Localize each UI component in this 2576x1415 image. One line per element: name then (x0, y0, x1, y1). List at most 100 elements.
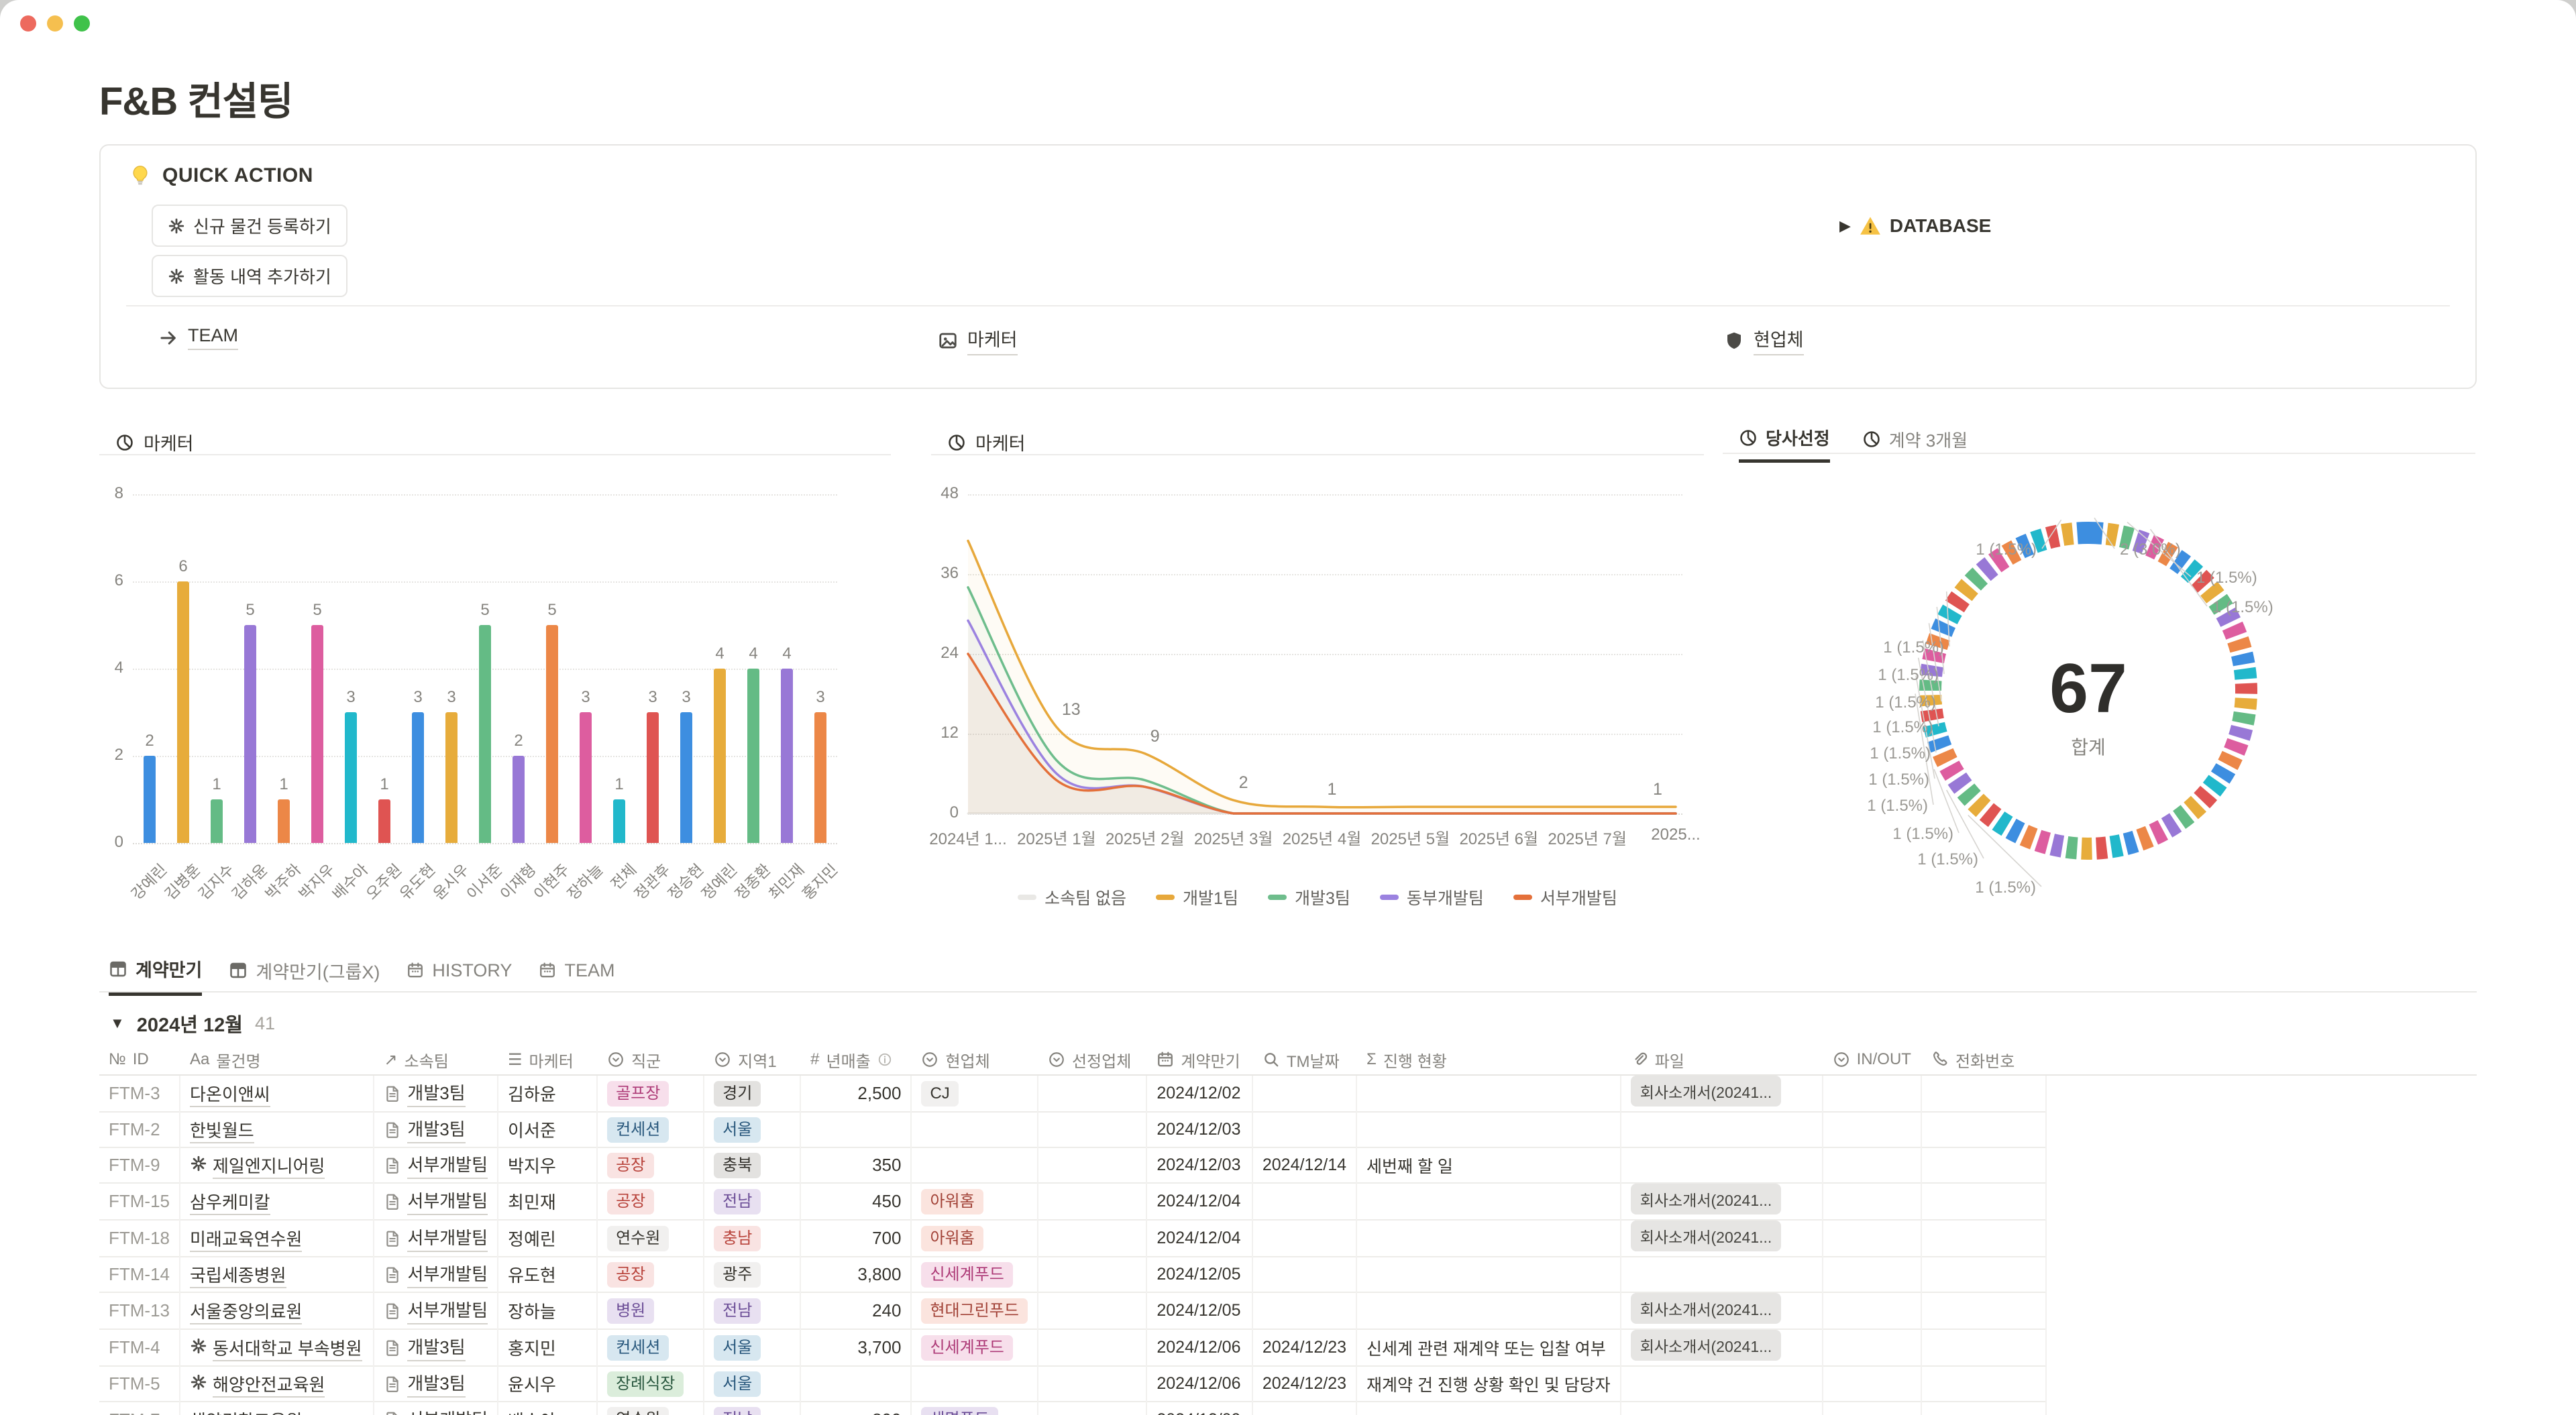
minimize-window-button[interactable] (47, 15, 63, 32)
cell-job[interactable]: 연수원 (597, 1401, 705, 1415)
team-link[interactable]: 개발3팀 (407, 1116, 466, 1143)
file-chip[interactable]: 회사소개서(20241... (1630, 1076, 1782, 1107)
cell-client[interactable] (911, 1147, 1038, 1183)
cell-marketer[interactable]: 정예린 (498, 1219, 598, 1257)
item-name-link[interactable]: 해양경찰교육원 (190, 1410, 303, 1415)
cell-expiry[interactable]: 2024/12/05 (1146, 1292, 1253, 1329)
item-name-link[interactable]: 서울중앙의료원 (190, 1302, 303, 1324)
cell-client[interactable]: 신세계푸드 (911, 1328, 1038, 1366)
column-header-진행 현황[interactable]: Σ 진행 현황 (1356, 1045, 1621, 1076)
item-name-link[interactable]: 미래교육연수원 (190, 1229, 303, 1252)
cell-job[interactable]: 컨세션 (597, 1328, 705, 1366)
zoom-window-button[interactable] (74, 15, 90, 32)
column-header-ID[interactable]: № ID (99, 1045, 180, 1076)
cell-inout[interactable] (1822, 1365, 1922, 1402)
cell-phone[interactable] (1921, 1365, 2047, 1402)
cell-revenue[interactable] (800, 1365, 912, 1402)
team-link[interactable]: 서부개발팀 (407, 1151, 488, 1179)
view-tab-계약만기[interactable]: 계약만기 (109, 956, 203, 996)
cell-id[interactable]: FTM-14 (99, 1256, 180, 1292)
cell-team[interactable]: 서부개발팀 (374, 1182, 499, 1220)
team-link[interactable]: 개발3팀 (407, 1370, 466, 1398)
column-header-전화번호[interactable]: 전화번호 (1921, 1045, 2046, 1076)
table-row[interactable]: FTM-14 국립세종병원 서부개발팀 유도현 공장 광주 3,800 신세계푸드 2024/1… (99, 1256, 2477, 1292)
donut-tab-당사선정[interactable]: 당사선정 (1739, 425, 1830, 463)
cell-file[interactable]: 회사소개서(20241... (1620, 1074, 1823, 1112)
cell-region[interactable]: 서울 (704, 1111, 802, 1147)
cell-selected[interactable] (1037, 1182, 1148, 1220)
cell-inout[interactable] (1822, 1219, 1922, 1257)
cell-phone[interactable] (1921, 1292, 2047, 1329)
cell-phone[interactable] (1921, 1182, 2047, 1220)
cell-id[interactable]: FTM-3 (99, 1074, 180, 1112)
item-name-link[interactable]: 다온이앤씨 (190, 1084, 270, 1107)
cell-selected[interactable] (1037, 1074, 1148, 1112)
table-row[interactable]: FTM-15 삼우케미칼 서부개발팀 최민재 공장 전남 450 아워홈 2024/12/04 회… (99, 1182, 2477, 1220)
cell-expiry[interactable]: 2024/12/05 (1146, 1256, 1253, 1292)
cell-name[interactable]: 서울중앙의료원 (180, 1292, 375, 1329)
file-chip[interactable]: 회사소개서(20241... (1630, 1184, 1782, 1214)
cell-job[interactable]: 장례식장 (597, 1365, 705, 1402)
table-row[interactable]: FTM-5 해양안전교육원 개발3팀 윤시우 장례식장 서울 2024/12/06 2024/… (99, 1365, 2477, 1402)
table-row[interactable]: FTM-18 미래교육연수원 서부개발팀 정예린 연수원 충남 700 아워홈 2024/12/… (99, 1219, 2477, 1257)
cell-progress[interactable] (1356, 1182, 1621, 1220)
cell-id[interactable]: FTM-2 (99, 1111, 180, 1147)
cell-team[interactable]: 개발3팀 (374, 1365, 499, 1402)
cell-expiry[interactable]: 2024/12/03 (1146, 1147, 1253, 1183)
cell-progress[interactable]: 재계약 건 진행 상황 확인 및 담당자 (1356, 1365, 1621, 1402)
cell-team[interactable]: 개발3팀 (374, 1111, 499, 1147)
cell-file[interactable] (1620, 1111, 1823, 1147)
team-link[interactable]: 서부개발팀 (407, 1297, 488, 1324)
cell-job[interactable]: 공장 (597, 1147, 705, 1183)
item-name-link[interactable]: 해양안전교육원 (213, 1375, 325, 1398)
cell-region[interactable]: 서울 (704, 1328, 802, 1366)
cell-phone[interactable] (1921, 1111, 2047, 1147)
cell-client[interactable] (911, 1365, 1038, 1402)
item-name-link[interactable]: 국립세종병원 (190, 1265, 286, 1288)
cell-phone[interactable] (1921, 1074, 2047, 1112)
cell-job[interactable]: 공장 (597, 1182, 705, 1220)
column-header-지역1[interactable]: 지역1 (704, 1045, 801, 1076)
quick-action-button-1[interactable]: 신규 물건 등록하기 (152, 205, 347, 247)
cell-name[interactable]: 다온이앤씨 (180, 1074, 375, 1112)
file-chip[interactable]: 회사소개서(20241... (1630, 1294, 1782, 1324)
cell-inout[interactable] (1822, 1147, 1922, 1183)
column-header-마케터[interactable]: ☰ 마케터 (498, 1045, 598, 1076)
cell-tm-date[interactable] (1252, 1074, 1358, 1112)
item-name-link[interactable]: 제일엔지니어링 (213, 1156, 325, 1179)
cell-name[interactable]: 미래교육연수원 (180, 1219, 375, 1257)
table-row[interactable]: FTM-2 한빛월드 개발3팀 이서준 컨세션 서울 2024/12/03 (99, 1111, 2477, 1147)
cell-region[interactable]: 충남 (704, 1219, 802, 1257)
cell-phone[interactable] (1921, 1219, 2047, 1257)
close-window-button[interactable] (20, 15, 36, 32)
table-row[interactable]: FTM-4 동서대학교 부속병원 개발3팀 홍지민 컨세션 서울 3,700 신세계푸드 202… (99, 1328, 2477, 1366)
cell-phone[interactable] (1921, 1147, 2047, 1183)
cell-team[interactable]: 개발3팀 (374, 1074, 499, 1112)
cell-name[interactable]: 한빛월드 (180, 1111, 375, 1147)
column-header-TM날짜[interactable]: TM날짜 (1252, 1045, 1356, 1076)
cell-inout[interactable] (1822, 1074, 1922, 1112)
cell-progress[interactable] (1356, 1292, 1621, 1329)
cell-inout[interactable] (1822, 1401, 1922, 1415)
cell-tm-date[interactable] (1252, 1292, 1358, 1329)
cell-id[interactable]: FTM-18 (99, 1219, 180, 1257)
table-row[interactable]: FTM-13 서울중앙의료원 서부개발팀 장하늘 병원 전남 240 현대그린푸드 2024/1… (99, 1292, 2477, 1329)
cell-marketer[interactable]: 박지우 (498, 1147, 598, 1183)
cell-file[interactable]: 회사소개서(20241... (1620, 1292, 1823, 1329)
column-header-소속팀[interactable]: ↗ 소속팀 (374, 1045, 498, 1076)
cell-progress[interactable] (1356, 1074, 1621, 1112)
cell-expiry[interactable]: 2024/12/03 (1146, 1111, 1253, 1147)
cell-marketer[interactable]: 최민재 (498, 1182, 598, 1220)
cell-marketer[interactable]: 유도현 (498, 1256, 598, 1292)
cell-tm-date[interactable]: 2024/12/23 (1252, 1328, 1358, 1366)
cell-revenue[interactable]: 3,800 (800, 1256, 912, 1292)
cell-progress[interactable] (1356, 1111, 1621, 1147)
team-link[interactable]: 개발3팀 (407, 1080, 466, 1107)
cell-file[interactable] (1620, 1147, 1823, 1183)
cell-revenue[interactable] (800, 1111, 912, 1147)
item-name-link[interactable]: 삼우케미칼 (190, 1192, 270, 1215)
cell-job[interactable]: 연수원 (597, 1219, 705, 1257)
cell-region[interactable]: 전남 (704, 1401, 802, 1415)
cell-job[interactable]: 공장 (597, 1256, 705, 1292)
cell-client[interactable] (911, 1111, 1038, 1147)
